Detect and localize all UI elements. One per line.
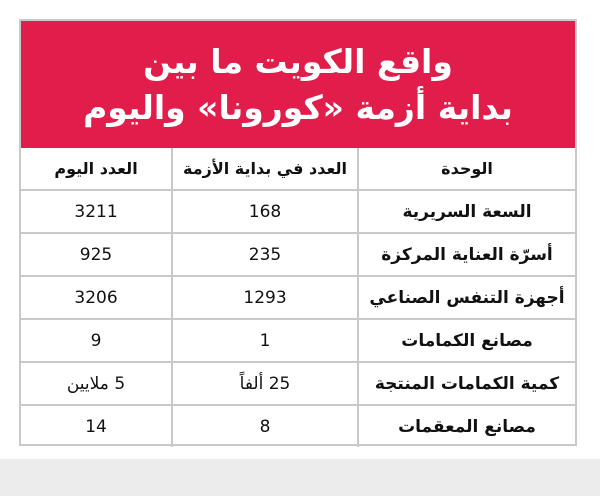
row-value-start: 235 xyxy=(173,234,359,275)
row-value-start: 1293 xyxy=(173,277,359,318)
header-count-today: العدد اليوم xyxy=(21,148,173,189)
row-value-today: 3206 xyxy=(21,277,173,318)
title-line-1: واقع الكويت ما بين xyxy=(143,41,453,81)
row-label: مصانع المعقمات xyxy=(398,416,536,437)
table-row: مصانع المعقمات 8 14 xyxy=(21,404,575,447)
row-value-today: 5 ملايين xyxy=(21,363,173,404)
table-row: السعة السريرية 168 3211 xyxy=(21,189,575,232)
row-label: مصانع الكمامات xyxy=(401,330,533,351)
table-row: أسرّة العناية المركزة 235 925 xyxy=(21,232,575,275)
table-row: كمية الكمامات المنتجة 25 ألفاً 5 ملايين xyxy=(21,361,575,404)
title-line-2: بداية أزمة «كورونا» واليوم xyxy=(83,87,513,127)
data-table: الوحدة العدد في بداية الأزمة العدد اليوم… xyxy=(21,148,575,447)
row-value-today: 14 xyxy=(21,406,173,447)
row-value-today: 3211 xyxy=(21,191,173,232)
footer-band xyxy=(0,459,600,496)
header-unit: الوحدة xyxy=(441,159,493,178)
infographic-card: واقع الكويت ما بين بداية أزمة «كورونا» و… xyxy=(19,19,577,447)
table-header-row: الوحدة العدد في بداية الأزمة العدد اليوم xyxy=(21,148,575,189)
row-label: السعة السريرية xyxy=(402,201,532,222)
row-value-start: 8 xyxy=(173,406,359,447)
row-value-today: 925 xyxy=(21,234,173,275)
title-banner: واقع الكويت ما بين بداية أزمة «كورونا» و… xyxy=(21,21,575,148)
row-label: أسرّة العناية المركزة xyxy=(381,244,553,265)
table-row: مصانع الكمامات 1 9 xyxy=(21,318,575,361)
row-value-start: 25 ألفاً xyxy=(173,363,359,404)
row-value-today: 9 xyxy=(21,320,173,361)
header-count-start: العدد في بداية الأزمة xyxy=(173,148,359,189)
row-label: أجهزة التنفس الصناعي xyxy=(369,287,565,308)
row-value-start: 168 xyxy=(173,191,359,232)
table-row: أجهزة التنفس الصناعي 1293 3206 xyxy=(21,275,575,318)
row-label: كمية الكمامات المنتجة xyxy=(374,373,560,394)
row-value-start: 1 xyxy=(173,320,359,361)
